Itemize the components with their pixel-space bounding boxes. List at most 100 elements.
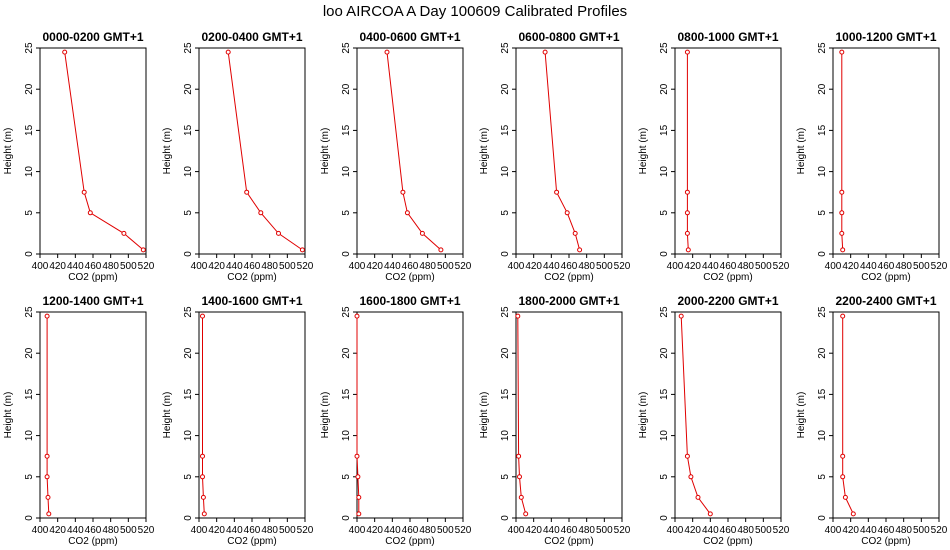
y-tick-label: 5 [24,474,35,480]
profile-point [81,189,87,195]
y-tick-label: 15 [500,388,511,400]
x-tick-label: 500 [913,525,930,536]
x-tick-label: 420 [842,525,859,536]
y-tick-label: 15 [817,124,828,136]
y-tick-label: 15 [341,388,352,400]
y-tick-label: 20 [817,347,828,359]
chart-panel: 2200-2400 GMT+1 400 420 440 460 480 500 520 0 5 10… [796,294,948,547]
x-tick-label: 400 [667,525,684,536]
y-axis-label: Height (m) [796,128,807,175]
y-tick-label: 0 [817,251,828,257]
x-tick-label: 480 [261,525,278,536]
y-tick-label: 15 [500,124,511,136]
x-axis-label: CO2 (ppm) [544,272,593,283]
y-tick-label: 10 [817,430,828,442]
x-tick-label: 520 [614,525,631,536]
y-tick-label: 15 [183,388,194,400]
profile-point [840,247,846,253]
x-tick-label: 420 [366,261,383,272]
profile-point [572,230,578,236]
x-axis-label: CO2 (ppm) [703,536,752,547]
profile-point [542,49,548,55]
profile-point [356,494,362,500]
x-tick-label: 460 [720,525,737,536]
profile-point [354,453,360,459]
x-tick-label: 480 [102,525,119,536]
profile-point [44,313,50,319]
chart-panel: 0600-0800 GMT+1 400 420 440 460 480 500 520 0 5 10… [479,30,631,283]
y-tick-label: 20 [500,83,511,95]
x-tick-label: 460 [85,525,102,536]
x-tick-label: 460 [85,261,102,272]
y-tick-label: 20 [659,347,670,359]
profile-point [518,494,524,500]
x-tick-label: 440 [226,261,243,272]
panel-title: 1000-1200 GMT+1 [835,30,936,44]
x-tick-label: 500 [120,525,137,536]
profile-point [200,313,205,319]
y-tick-label: 0 [659,515,670,521]
y-tick-label: 20 [341,347,352,359]
x-tick-label: 420 [208,525,225,536]
profile-point [201,511,207,517]
y-tick-label: 5 [183,474,194,480]
y-tick-label: 25 [24,42,35,54]
chart-panel: 1600-1800 GMT+1 400 420 440 460 480 500 520 0 5 10… [320,294,472,547]
x-tick-label: 520 [297,525,314,536]
profile-point [244,189,250,195]
y-tick-label: 25 [183,306,194,318]
x-axis-label: CO2 (ppm) [861,536,910,547]
x-tick-label: 440 [67,525,84,536]
y-tick-label: 15 [24,388,35,400]
profile-point [225,49,231,55]
x-tick-label: 500 [437,261,454,272]
y-tick-label: 5 [341,210,352,216]
x-tick-label: 400 [349,261,366,272]
profile-point [438,247,444,253]
x-tick-label: 400 [508,261,525,272]
x-tick-label: 500 [279,525,296,536]
profile-point [517,474,522,480]
y-tick-label: 5 [817,210,828,216]
y-tick-label: 25 [659,306,670,318]
profile-point [258,210,264,216]
x-tick-label: 440 [226,525,243,536]
x-tick-label: 520 [931,261,948,272]
y-axis-label: Height (m) [638,392,649,439]
profile-point [839,210,845,216]
y-tick-label: 25 [500,306,511,318]
chart-panel: 2000-2200 GMT+1 400 420 440 460 480 500 520 0 5 10… [638,294,790,547]
profile-point [140,247,146,253]
y-tick-label: 10 [183,430,194,442]
y-tick-label: 20 [659,83,670,95]
x-tick-label: 520 [455,261,472,272]
profile-point [684,49,690,55]
profile-point [850,511,856,517]
profile-point [684,453,690,459]
y-tick-label: 0 [500,515,511,521]
chart-panel: 1400-1600 GMT+1 400 420 440 460 480 500 520 0 5 10… [162,294,314,547]
y-tick-label: 25 [24,306,35,318]
x-tick-label: 480 [737,261,754,272]
profile-point [840,474,846,480]
panel-title: 2200-2400 GMT+1 [835,294,936,308]
x-tick-label: 440 [860,525,877,536]
x-axis-label: CO2 (ppm) [385,536,434,547]
y-tick-label: 5 [659,210,670,216]
profile-point [684,210,690,216]
y-tick-label: 25 [817,42,828,54]
profile-point [684,230,690,236]
profile-point [46,511,52,517]
profile-point [121,230,127,236]
x-tick-label: 500 [596,261,613,272]
panels-grid: 0000-0200 GMT+1400 420 440 460 480 500 5200510… [3,30,948,547]
profile-point [516,453,522,459]
y-tick-label: 25 [659,42,670,54]
panel-title: 0800-1000 GMT+1 [677,30,778,44]
x-axis-label: CO2 (ppm) [544,536,593,547]
x-tick-label: 520 [138,261,155,272]
profile-point [299,247,305,253]
x-axis-label: CO2 (ppm) [68,272,117,283]
y-tick-label: 10 [341,166,352,178]
profile-point [842,494,848,500]
